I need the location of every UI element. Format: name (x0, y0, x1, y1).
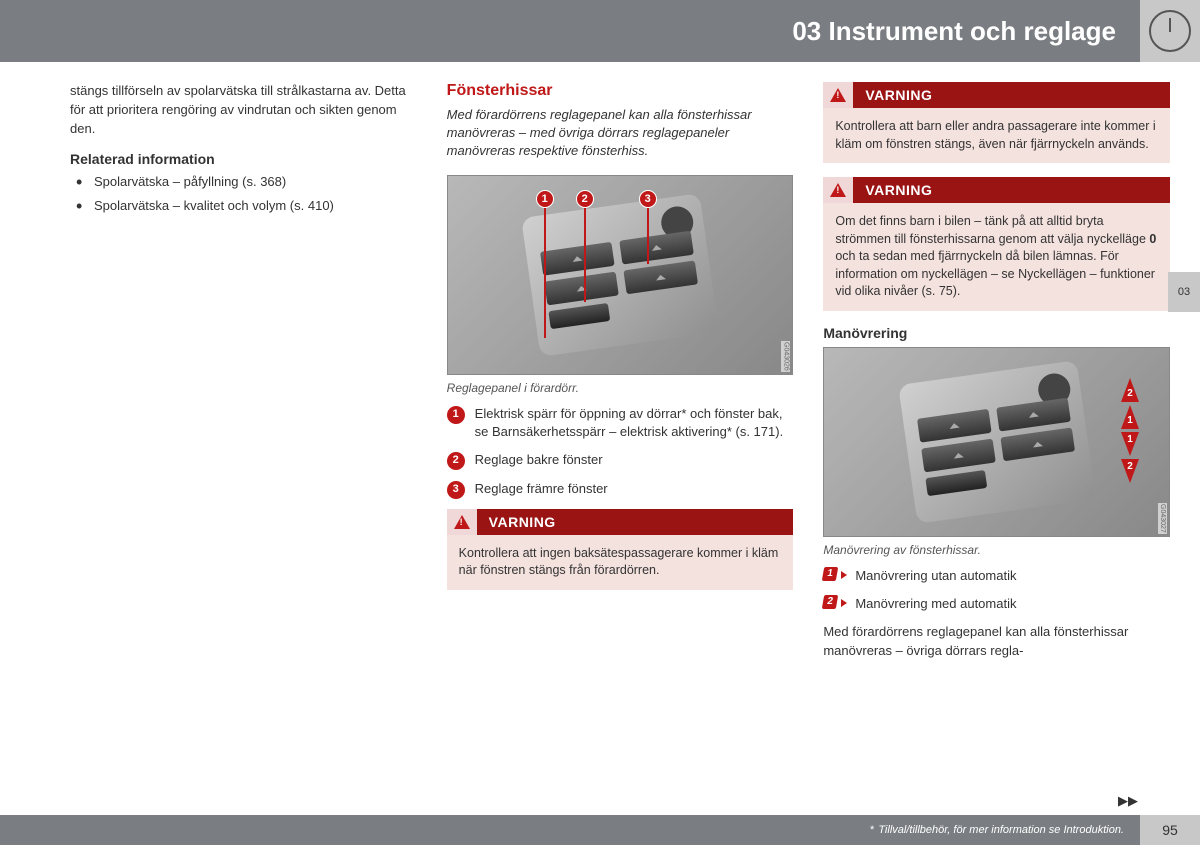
chapter-title: 03 Instrument och reglage (792, 16, 1116, 47)
callout-text: Reglage främre fönster (475, 480, 608, 499)
callout-text: Manövrering med automatik (855, 595, 1016, 613)
warning-icon (447, 509, 477, 535)
warning-box: VARNING Kontrollera att barn eller andra… (823, 82, 1170, 163)
image-code: G043026 (781, 341, 790, 372)
figure-control-panel: 1 2 3 G043026 (447, 175, 794, 375)
section-heading: Fönsterhissar (447, 82, 794, 100)
callout-row: 1 Manövrering utan automatik (823, 567, 1170, 585)
subheading-manovrering: Manövrering (823, 325, 1170, 341)
related-list: Spolarvätska – påfyllning (s. 368) Spola… (70, 173, 417, 215)
continue-icon: ▶▶ (1118, 793, 1138, 809)
gauge-icon (1140, 0, 1200, 62)
related-heading: Relaterad information (70, 151, 417, 167)
callout-row: 1 Elektrisk spärr för öppning av dörrar*… (447, 405, 794, 441)
warning-body: Om det finns barn i bilen – tänk på att … (823, 203, 1170, 311)
chapter-header: 03 Instrument och reglage (0, 0, 1200, 62)
warning-title: VARNING (477, 514, 556, 530)
callout-arrow-badge: 1 (823, 567, 845, 585)
footer: * Tillval/tillbehör, för mer information… (0, 815, 1200, 845)
tail-paragraph: Med förardörrens reglagepanel kan alla f… (823, 623, 1170, 661)
warning-title: VARNING (853, 182, 932, 198)
column-2: Fönsterhissar Med förardörrens reglagepa… (447, 82, 794, 673)
warning-title: VARNING (853, 87, 932, 103)
column-3: VARNING Kontrollera att barn eller andra… (823, 82, 1170, 673)
warning-body: Kontrollera att ingen baksätespassagerar… (447, 535, 794, 590)
figure-caption: Manövrering av fönsterhissar. (823, 543, 1170, 557)
callout-text: Elektrisk spärr för öppning av dörrar* o… (475, 405, 794, 441)
callout-badge: 1 (447, 406, 465, 424)
main-content: stängs tillförseln av spolarvätska till … (0, 62, 1200, 673)
callout-row: 3 Reglage främre fönster (447, 480, 794, 499)
warning-box: VARNING Kontrollera att ingen baksätespa… (447, 509, 794, 590)
page-number: 95 (1140, 815, 1200, 845)
image-code: G043027 (1158, 503, 1167, 534)
section-intro: Med förardörrens reglagepanel kan alla f… (447, 106, 794, 161)
callout-arrow-badge: 2 (823, 595, 845, 613)
list-item: Spolarvätska – kvalitet och volym (s. 41… (70, 197, 417, 215)
warning-body: Kontrollera att barn eller andra passage… (823, 108, 1170, 163)
footnote-star: * (870, 824, 874, 836)
intro-paragraph: stängs tillförseln av spolarvätska till … (70, 82, 417, 139)
pin-1: 1 (536, 190, 554, 208)
column-1: stängs tillförseln av spolarvätska till … (70, 82, 417, 673)
pin-3: 3 (639, 190, 657, 208)
callout-row: 2 Manövrering med automatik (823, 595, 1170, 613)
warning-icon (823, 82, 853, 108)
footnote-text: Tillval/tillbehör, för mer information s… (878, 824, 1124, 836)
side-tab: 03 (1168, 272, 1200, 312)
callout-badge: 3 (447, 481, 465, 499)
warning-box: VARNING Om det finns barn i bilen – tänk… (823, 177, 1170, 311)
pin-2: 2 (576, 190, 594, 208)
figure-caption: Reglagepanel i förardörr. (447, 381, 794, 395)
callout-text: Reglage bakre fönster (475, 451, 603, 470)
figure-operation: 2 1 1 2 G043027 (823, 347, 1170, 537)
list-item: Spolarvätska – påfyllning (s. 368) (70, 173, 417, 191)
callout-row: 2 Reglage bakre fönster (447, 451, 794, 470)
operation-arrows: 2 1 1 2 (1121, 378, 1139, 483)
callout-badge: 2 (447, 452, 465, 470)
callout-text: Manövrering utan automatik (855, 567, 1016, 585)
warning-icon (823, 177, 853, 203)
